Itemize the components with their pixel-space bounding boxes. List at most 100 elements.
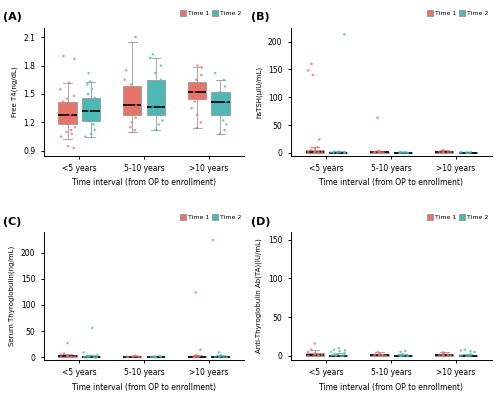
Point [151, 70, 159, 76]
Point [216, 354, 224, 360]
Point [217, 352, 225, 358]
Point [57, 351, 65, 358]
Point [149, 104, 157, 110]
Point [216, 89, 224, 95]
Point [315, 352, 323, 359]
Point [147, 354, 155, 360]
Point [190, 89, 198, 95]
Point [311, 340, 319, 347]
Point [340, 350, 348, 356]
Point [438, 353, 446, 359]
Point [80, 354, 88, 360]
Point [439, 149, 447, 156]
Point [86, 78, 94, 85]
Point [190, 354, 198, 360]
Point [327, 149, 335, 156]
Point [60, 53, 68, 59]
Point [221, 83, 229, 90]
Point [210, 102, 218, 108]
Point [311, 145, 319, 152]
Point [152, 354, 160, 360]
Point [70, 145, 78, 151]
Point [66, 112, 74, 118]
Point [464, 353, 472, 359]
Point [439, 147, 447, 153]
X-axis label: Time interval (from OP to enrollment): Time interval (from OP to enrollment) [319, 383, 463, 392]
Legend: Time 1, Time 2: Time 1, Time 2 [180, 10, 242, 16]
PathPatch shape [188, 356, 206, 357]
PathPatch shape [394, 355, 412, 356]
Point [382, 353, 390, 359]
Point [209, 237, 217, 243]
Point [62, 129, 70, 135]
Point [376, 150, 384, 156]
Point [129, 354, 137, 360]
X-axis label: Time interval (from OP to enrollment): Time interval (from OP to enrollment) [72, 178, 216, 188]
Point [192, 125, 200, 131]
Point [334, 150, 342, 156]
Point [446, 352, 454, 358]
Point [188, 105, 196, 112]
Point [159, 89, 167, 95]
Point [190, 354, 198, 360]
Point [398, 351, 406, 358]
Point [192, 352, 200, 358]
Point [65, 80, 73, 86]
Point [318, 149, 326, 156]
Point [220, 76, 228, 83]
Point [197, 119, 205, 126]
Point [93, 354, 101, 360]
Point [334, 351, 342, 358]
Point [92, 98, 100, 105]
Point [132, 353, 140, 359]
Point [378, 149, 386, 156]
Point [376, 350, 384, 357]
Point [404, 352, 412, 359]
Point [400, 150, 408, 156]
Point [220, 354, 228, 360]
Point [396, 150, 404, 156]
Point [88, 86, 96, 92]
Point [402, 348, 409, 354]
PathPatch shape [212, 92, 230, 115]
Point [87, 131, 95, 137]
Point [396, 352, 404, 358]
Point [374, 349, 382, 355]
Point [120, 76, 128, 83]
Point [304, 150, 312, 156]
Point [470, 349, 478, 355]
Point [70, 56, 78, 62]
Point [148, 96, 156, 102]
Point [64, 340, 72, 346]
Point [67, 354, 75, 360]
Point [438, 150, 446, 156]
Point [64, 114, 72, 120]
Point [127, 112, 135, 118]
Point [149, 51, 157, 57]
Point [191, 98, 199, 105]
Y-axis label: Serum Thyroglobulin(ng/mL): Serum Thyroglobulin(ng/mL) [8, 246, 15, 346]
PathPatch shape [58, 102, 76, 124]
Point [439, 352, 447, 358]
Point [211, 70, 219, 76]
Point [156, 353, 164, 359]
Point [57, 354, 65, 360]
PathPatch shape [370, 354, 388, 356]
Point [218, 353, 226, 359]
Point [327, 349, 335, 355]
Point [91, 94, 99, 101]
Point [216, 354, 224, 360]
Point [158, 117, 166, 124]
Point [196, 347, 204, 353]
Point [370, 352, 378, 359]
Point [304, 67, 312, 74]
Point [84, 91, 92, 97]
Point [130, 127, 138, 133]
Point [64, 353, 72, 359]
Point [60, 116, 68, 122]
Point [375, 352, 383, 358]
Point [85, 354, 93, 360]
Point [130, 91, 138, 97]
Point [127, 96, 135, 102]
Point [337, 353, 345, 359]
